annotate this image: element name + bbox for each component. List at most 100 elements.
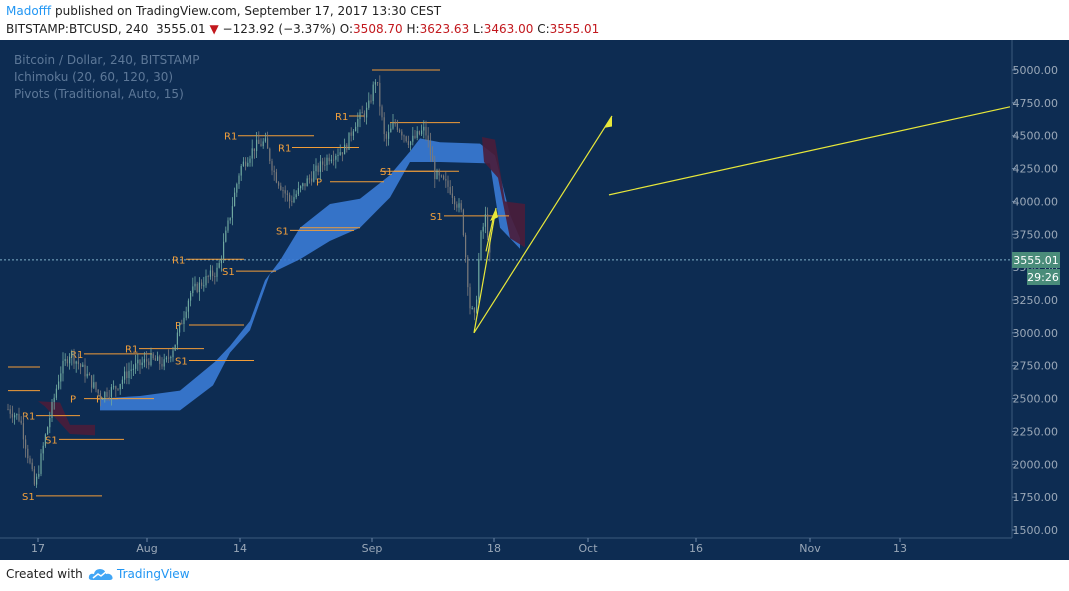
candle-body [379,82,381,107]
projection-line-long [473,115,613,334]
pivot-label: P [316,178,322,189]
candle-body [71,352,73,357]
pivot-label: S1 [45,435,58,446]
candle-body [445,179,447,181]
bear-cloud-late [482,137,525,248]
candle-body [146,359,148,362]
pivot-label: R1 [278,144,291,155]
price-tick-label: 3750.00 [1013,228,1059,241]
candle-body [339,152,341,155]
candle-body [337,154,339,156]
candle-body [423,126,425,131]
candle-body [412,135,414,142]
candle-body [449,186,451,194]
candle-body [361,112,363,114]
pivot-label: P [96,395,102,406]
candle-body [438,171,440,176]
candle-body [95,382,97,390]
candle-body [139,359,141,366]
candle-body [344,144,346,155]
candle-body [117,388,119,390]
price-chart[interactable]: R1 S1 R1 P R1 S1 P S1 R1 P S1 R1 R1 S1 P R1 S1 S1 5000.00… [0,40,1069,560]
candle-body [251,148,253,159]
candle-body [286,193,288,195]
candle-body [262,141,264,147]
candle-body [36,476,38,485]
candle-body [247,162,249,167]
candle-body [487,214,489,238]
candle-body [192,286,194,293]
candle-body [148,361,150,366]
candle-body [225,230,227,242]
candle-body [168,357,170,359]
candle-body [154,358,156,361]
candle-body [33,469,35,485]
candle-body [141,362,143,366]
pivot-label: S1 [175,356,188,367]
pivot-label: P [175,321,181,332]
tradingview-link[interactable]: TradingView [117,567,190,581]
last-price-badge: 3555.01 [1012,252,1060,268]
candle-body [381,106,383,118]
candle-body [396,123,398,130]
author-link[interactable]: Madofff [6,4,52,18]
candle-body [58,381,60,389]
pivot-label: S1 [276,226,289,237]
legend-pivots: Pivots (Traditional, Auto, 15) [14,87,184,101]
price-axis[interactable]: 5000.00 4750.00 4500.00 4250.00 4000.00 3750.… [1011,40,1059,538]
candle-body [275,172,277,183]
time-tick-label: 17 [31,542,45,555]
low-value: 3463.00 [483,22,534,36]
price-tick-label: 3250.00 [1013,294,1059,307]
candle-body [16,413,18,416]
candle-body [84,364,86,377]
candle-body [469,287,471,309]
candle-body [258,139,260,144]
candle-body [106,391,108,397]
candle-body [434,161,436,180]
candle-body [416,131,418,138]
candle-body [482,226,484,232]
candle-body [194,283,196,287]
price-tick-label: 2000.00 [1013,458,1059,471]
candle-body [69,356,71,364]
candle-body [366,107,368,118]
price-tick-label: 2500.00 [1013,393,1059,406]
candle-body [304,183,306,187]
time-axis-band [0,538,1069,560]
candle-body [53,397,55,402]
candle-body [383,117,385,135]
price-tick-label: 1500.00 [1013,524,1059,537]
chart-footer: Created with TradingView [0,560,1069,591]
candle-body [104,391,106,399]
candle-body [137,359,139,364]
candle-body [357,118,359,127]
tradingview-cloud-icon[interactable] [88,566,114,582]
time-axis[interactable]: 17 Aug 14 Sep 18 Oct 16 Nov 13 [0,537,1069,560]
candle-body [227,220,229,231]
candle-body [377,81,379,83]
candle-body [198,282,200,293]
down-arrow-icon: ▼ [209,22,219,36]
candle-body [128,370,130,379]
price-tick-label: 2250.00 [1013,425,1059,438]
open-value: 3508.70 [353,22,403,36]
candle-body [27,448,29,459]
price-tick-label: 4250.00 [1013,163,1059,176]
candle-body [185,311,187,318]
candle-body [80,364,82,367]
candle-body [322,161,324,165]
candle-body [220,258,222,264]
price-tick-label: 3000.00 [1013,327,1059,340]
candle-body [473,307,475,313]
candle-body [410,141,412,145]
chart-background [0,40,1069,560]
candle-body [179,323,181,333]
candle-body [216,267,218,277]
price-tick-label: 5000.00 [1013,64,1059,77]
pivot-label: S1 [22,492,35,503]
candle-body [152,353,154,359]
candle-body [60,373,62,382]
candle-body [64,359,66,361]
candle-body [414,135,416,138]
